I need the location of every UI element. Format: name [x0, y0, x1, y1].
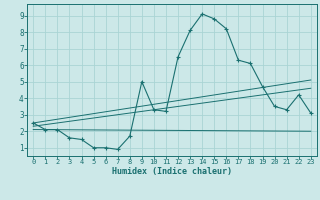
X-axis label: Humidex (Indice chaleur): Humidex (Indice chaleur) — [112, 167, 232, 176]
